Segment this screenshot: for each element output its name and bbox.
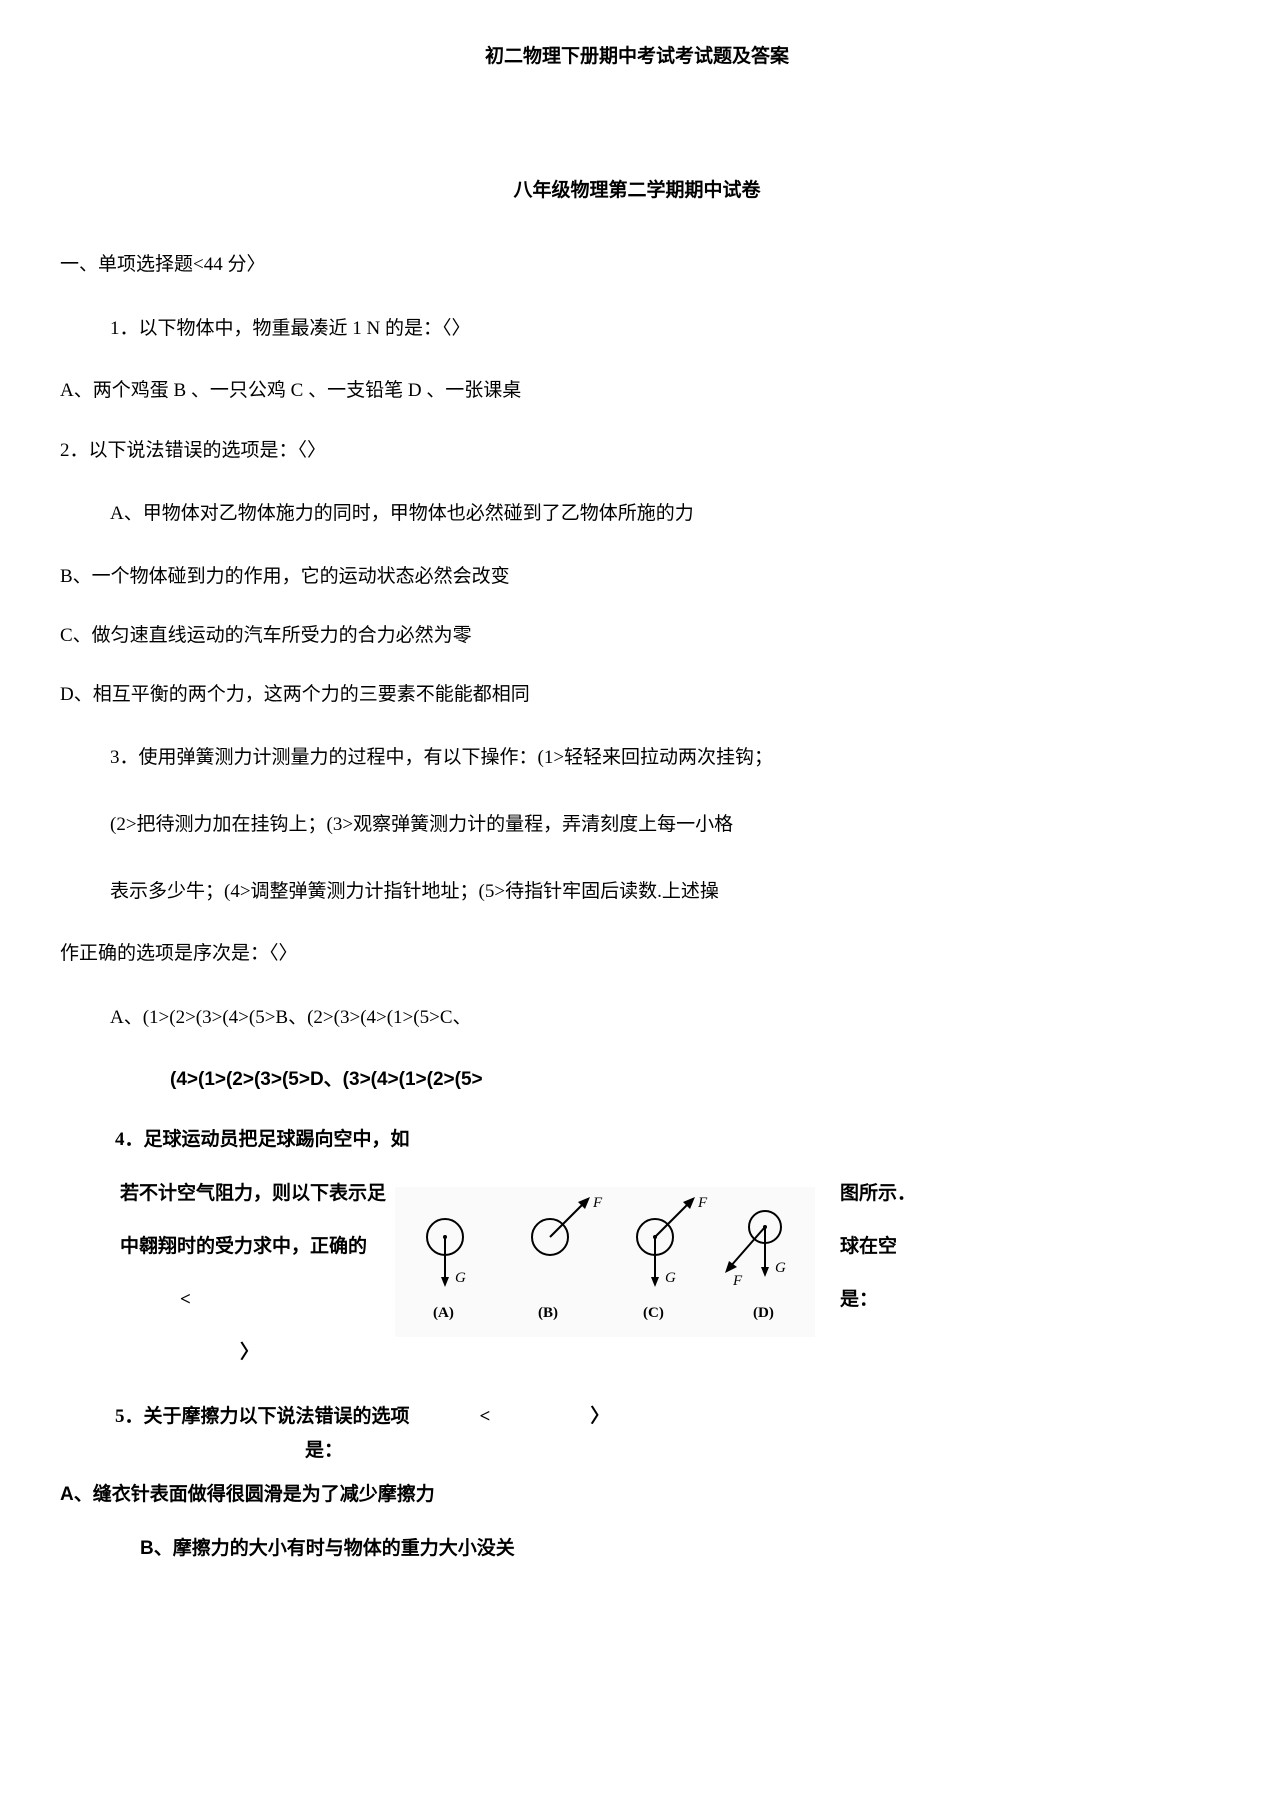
label-f-d: F (732, 1273, 743, 1289)
q2-opt-a: A、甲物体对乙物体施力的同时，甲物体也必然碰到了乙物体所施的力 (60, 493, 1214, 535)
label-b: (B) (538, 1305, 558, 1321)
q5-main: 5．关于摩擦力以下说法错误的选项 (115, 1406, 410, 1427)
q2-opt-b: B、一个物体碰到力的作用，它的运动状态必然会改变 (60, 560, 1214, 594)
q3-line4: 作正确的选项是序次是：〈〉 (60, 937, 1214, 971)
q4-close: 〉 (120, 1326, 390, 1379)
label-a: (A) (433, 1305, 454, 1321)
q5-bracket: < (410, 1400, 491, 1434)
q3-ans1: A、(1>(2>(3>(4>(5>B、(2>(3>(4>(1>(5>C、 (60, 997, 1214, 1039)
q4-left: 若不计空气阻力，则以下表示足 中翱翔时的受力求中，正确的 < 〉 (60, 1167, 390, 1380)
q4-r1: 图所示． (840, 1167, 1214, 1220)
page-header: 初二物理下册期中考试考试题及答案 (60, 40, 1214, 74)
label-f-c: F (697, 1195, 708, 1211)
q4-diagram: G (A) F (B) G F (C) G F (390, 1167, 820, 1337)
q2-text: 2．以下说法错误的选项是：〈〉 (60, 434, 1214, 468)
label-g-a: G (455, 1270, 466, 1286)
q4-bracket: < (120, 1273, 390, 1326)
label-f-b: F (592, 1195, 603, 1211)
q4-right: 图所示． 球在空 是： (820, 1167, 1214, 1327)
q3-line1: 3．使用弹簧测力计测量力的过程中，有以下操作：(1>轻轻来回拉动两次挂钩； (60, 737, 1214, 779)
q5-col1: 5．关于摩擦力以下说法错误的选项 是： (115, 1400, 410, 1468)
exam-title: 八年级物理第二学期期中试卷 (60, 174, 1214, 208)
q5-sub: 是： (115, 1440, 343, 1461)
section-1-title: 一、单项选择题<44 分〉 (60, 248, 1214, 282)
q2-opt-d: D、相互平衡的两个力，这两个力的三要素不能能都相同 (60, 678, 1214, 712)
q3-line2: (2>把待测力加在挂钩上；(3>观察弹簧测力计的量程，弄清刻度上每一小格 (60, 804, 1214, 846)
q4-r3: 是： (840, 1273, 1214, 1326)
label-g-d: G (775, 1260, 786, 1276)
q4-r2: 球在空 (840, 1220, 1214, 1273)
q5-opt-b: B、摩擦力的大小有时与物体的重力大小没关 (60, 1532, 1214, 1566)
force-diagram-svg: G (A) F (B) G F (C) G F (395, 1187, 815, 1337)
q3-line3: 表示多少牛；(4>调整弹簧测力计指针地址；(5>待指针牢固后读数.上述操 (60, 871, 1214, 913)
q2-opt-c: C、做匀速直线运动的汽车所受力的合力必然为零 (60, 619, 1214, 653)
q5-close: 〉 (490, 1400, 609, 1434)
q3-ans2: (4>(1>(2>(3>(5>D、(3>(4>(1>(2>(5> (60, 1063, 1214, 1097)
q5-opt-a: A、缝衣针表面做得很圆滑是为了减少摩擦力 (60, 1478, 1214, 1512)
q4-container: 若不计空气阻力，则以下表示足 中翱翔时的受力求中，正确的 < 〉 G (A) F… (60, 1167, 1214, 1380)
label-g-c: G (665, 1270, 676, 1286)
q1-text: 1．以下物体中，物重最凑近 1 N 的是：〈〉 (60, 308, 1214, 350)
q5-row: 5．关于摩擦力以下说法错误的选项 是： < 〉 (60, 1400, 1214, 1468)
label-c: (C) (643, 1305, 664, 1321)
q1-answers: A、两个鸡蛋 B 、一只公鸡 C 、一支铅笔 D 、一张课桌 (60, 374, 1214, 408)
label-d: (D) (753, 1305, 774, 1321)
q4-l3: 中翱翔时的受力求中，正确的 (120, 1220, 390, 1273)
q4-intro: 4．足球运动员把足球踢向空中，如 (60, 1123, 1214, 1157)
q4-l2: 若不计空气阻力，则以下表示足 (120, 1167, 390, 1220)
